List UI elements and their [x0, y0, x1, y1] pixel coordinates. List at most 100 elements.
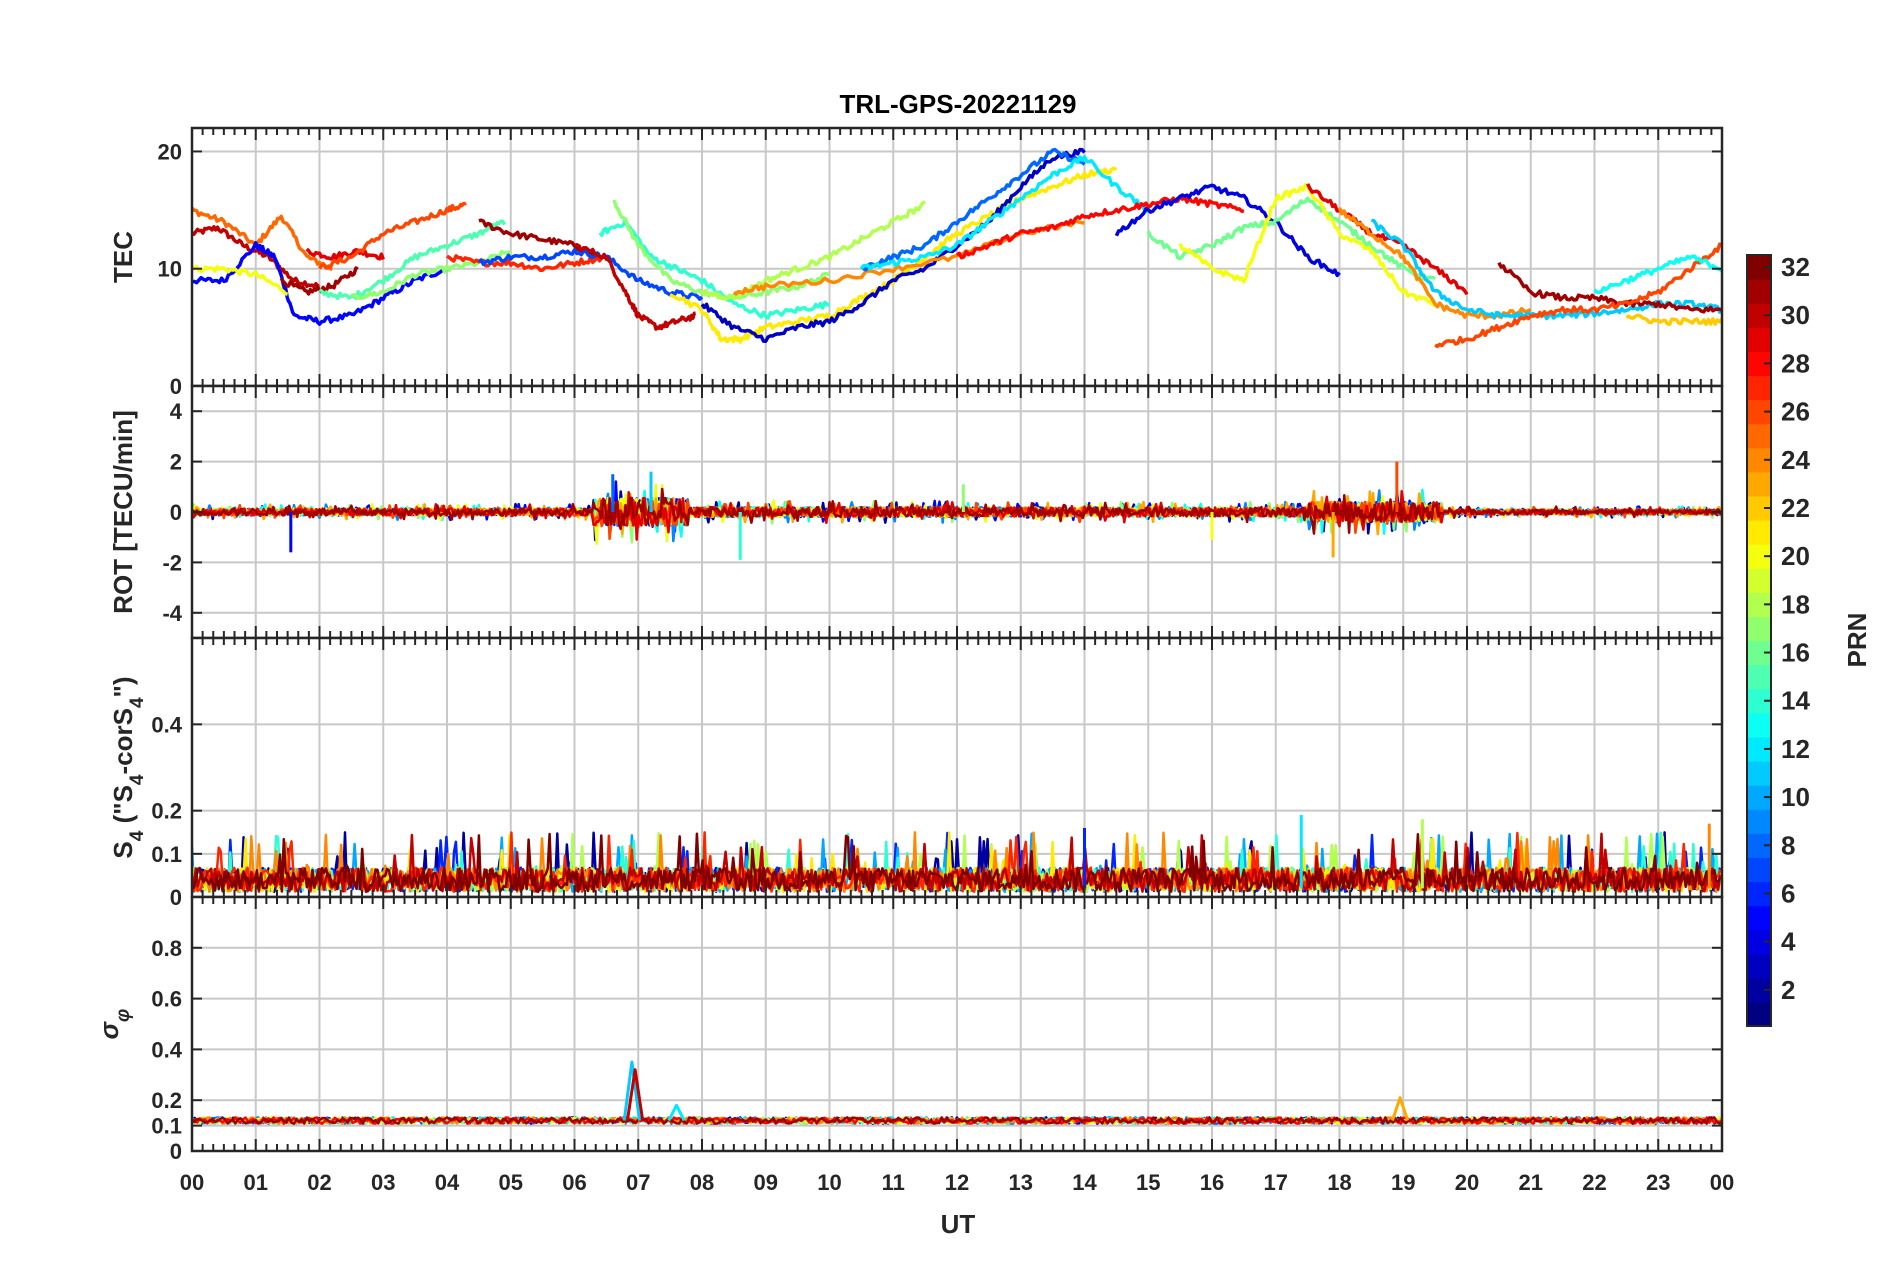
y-tick-label: 0.2 — [151, 1088, 182, 1113]
x-tick-label: 01 — [244, 1170, 268, 1195]
y-tick-label: 0 — [170, 885, 182, 910]
y-tick-label: 0.4 — [151, 712, 182, 737]
colorbar-swatch — [1747, 279, 1771, 304]
y-tick-label: 0.1 — [151, 842, 182, 867]
colorbar-tick-label: 24 — [1781, 445, 1810, 475]
y-tick-label: 20 — [158, 139, 182, 164]
x-tick-label: 09 — [754, 1170, 778, 1195]
panel-rot: -4 -2 0 2 4 ROT [TECU/min] — [108, 384, 1724, 640]
chart-title: TRL-GPS-20221129 — [839, 89, 1076, 119]
colorbar-tick-label: 16 — [1781, 638, 1810, 668]
colorbar-tick-label: 6 — [1781, 878, 1795, 908]
y-tick-label: 0.6 — [151, 987, 182, 1012]
tec-series-prn-14 — [598, 217, 830, 320]
tec-series-prn-31 — [279, 266, 359, 296]
colorbar-swatch — [1747, 760, 1771, 786]
tec-series-prn-29 — [305, 247, 385, 261]
tec-series-prn-28 — [956, 194, 1245, 260]
x-tick-label: 11 — [882, 1170, 905, 1195]
colorbar-swatch — [1747, 520, 1771, 545]
x-tick-label: 02 — [307, 1170, 331, 1195]
tec-series-prn-8 — [860, 147, 1086, 272]
sigma-series-prn-28 — [192, 1116, 1722, 1125]
tec-series-prn-7 — [477, 248, 704, 301]
tec-series-prn-17 — [612, 199, 830, 301]
colorbar-tick-label: 18 — [1781, 589, 1810, 619]
rot-series-prn-31 — [192, 487, 1722, 535]
x-tick-label: 00 — [1710, 1170, 1734, 1195]
tec-series-prn-26 — [1434, 242, 1722, 349]
colorbar-swatch — [1747, 375, 1771, 401]
x-tick-label: 17 — [1264, 1170, 1288, 1195]
x-tick-label: 12 — [945, 1170, 969, 1195]
y-tick-label: 4 — [170, 399, 183, 424]
panel-s4: 0 0.1 0.2 0.4S4 ("S4-corS4") — [108, 636, 1724, 910]
x-tick-label: 08 — [690, 1170, 714, 1195]
colorbar-tick-label: 10 — [1781, 782, 1810, 812]
y-tick-label: 0.2 — [151, 799, 182, 824]
colorbar-swatch — [1747, 616, 1771, 642]
colorbar-tick-label: 8 — [1781, 830, 1795, 860]
tec-series-prn-15 — [318, 219, 506, 301]
tec-series-prn-31 — [1497, 261, 1722, 314]
colorbar-frame — [1746, 254, 1772, 1027]
sigma-peak — [625, 1068, 645, 1121]
x-axis-label: UT — [941, 1209, 976, 1239]
colorbar-tick-label: 14 — [1781, 686, 1810, 716]
y-tick-label: 0.1 — [151, 1114, 182, 1139]
colorbar-swatch — [1747, 809, 1771, 834]
x-tick-label: 18 — [1327, 1170, 1351, 1195]
sigma-peak — [1390, 1096, 1410, 1121]
colorbar-tick-label: 20 — [1781, 541, 1810, 571]
y-tick-label: 0 — [170, 500, 182, 525]
sigma-series-prn-31 — [192, 1116, 1722, 1125]
colorbar-tick-label: 26 — [1781, 397, 1810, 427]
tec-series-prn-13 — [1593, 254, 1722, 295]
x-ticks — [191, 897, 1723, 1152]
x-tick-label: 13 — [1009, 1170, 1033, 1195]
x-tick-label: 22 — [1582, 1170, 1606, 1195]
y-axis-label-rot: ROT [TECU/min] — [108, 410, 138, 614]
colorbar-swatch — [1747, 712, 1771, 738]
x-tick-label: 23 — [1646, 1170, 1670, 1195]
y-axis-label-sigma: σφ — [94, 1009, 134, 1040]
rot-series-prn-29 — [192, 490, 1722, 541]
x-ticks — [191, 128, 1723, 387]
data-rot — [192, 461, 1722, 560]
x-tick-labels: 00 01 02 03 04 05 06 07 08 09 10 11 12 13 14 15 16 17 18 19… — [180, 1170, 1734, 1195]
y-tick-label: 2 — [170, 450, 182, 475]
x-tick-label: 04 — [435, 1170, 460, 1195]
panel-tec: 0 10 20 TEC — [108, 126, 1724, 399]
tec-series-prn-25 — [192, 206, 333, 272]
y-tick-label: 0.8 — [151, 936, 182, 961]
colorbar-swatch — [1747, 423, 1771, 449]
data-tec — [192, 147, 1722, 349]
x-tick-label: 19 — [1391, 1170, 1415, 1195]
tec-series-prn-30 — [573, 242, 697, 331]
colorbar-tick-label: 32 — [1781, 252, 1810, 282]
tec-series-prn-20 — [192, 264, 289, 296]
tec-series-prn-29 — [1306, 183, 1469, 296]
x-tick-label: 06 — [562, 1170, 586, 1195]
x-tick-label: 20 — [1455, 1170, 1479, 1195]
y-axis-label-tec: TEC — [108, 231, 138, 283]
tec-series-prn-24 — [1337, 207, 1532, 320]
x-tick-label: 16 — [1200, 1170, 1224, 1195]
colorbar-swatch — [1747, 1001, 1771, 1027]
colorbar-swatch — [1747, 471, 1771, 497]
tec-series-prn-27 — [446, 254, 608, 272]
y-tick-label: 10 — [158, 257, 182, 282]
colorbar-tick-label: 30 — [1781, 300, 1810, 330]
tec-series-prn-22 — [1625, 313, 1722, 327]
colorbar-label: PRN — [1842, 613, 1872, 668]
sigma-peak — [622, 1060, 641, 1121]
x-tick-label: 03 — [371, 1170, 395, 1195]
sigma-peak — [667, 1103, 686, 1122]
colorbar-swatch — [1747, 953, 1771, 979]
tec-series-prn-16 — [1146, 196, 1436, 282]
tec-series-prn-4 — [1114, 183, 1341, 278]
data-sigma — [192, 1060, 1722, 1125]
colorbar-swatch — [1747, 857, 1771, 883]
